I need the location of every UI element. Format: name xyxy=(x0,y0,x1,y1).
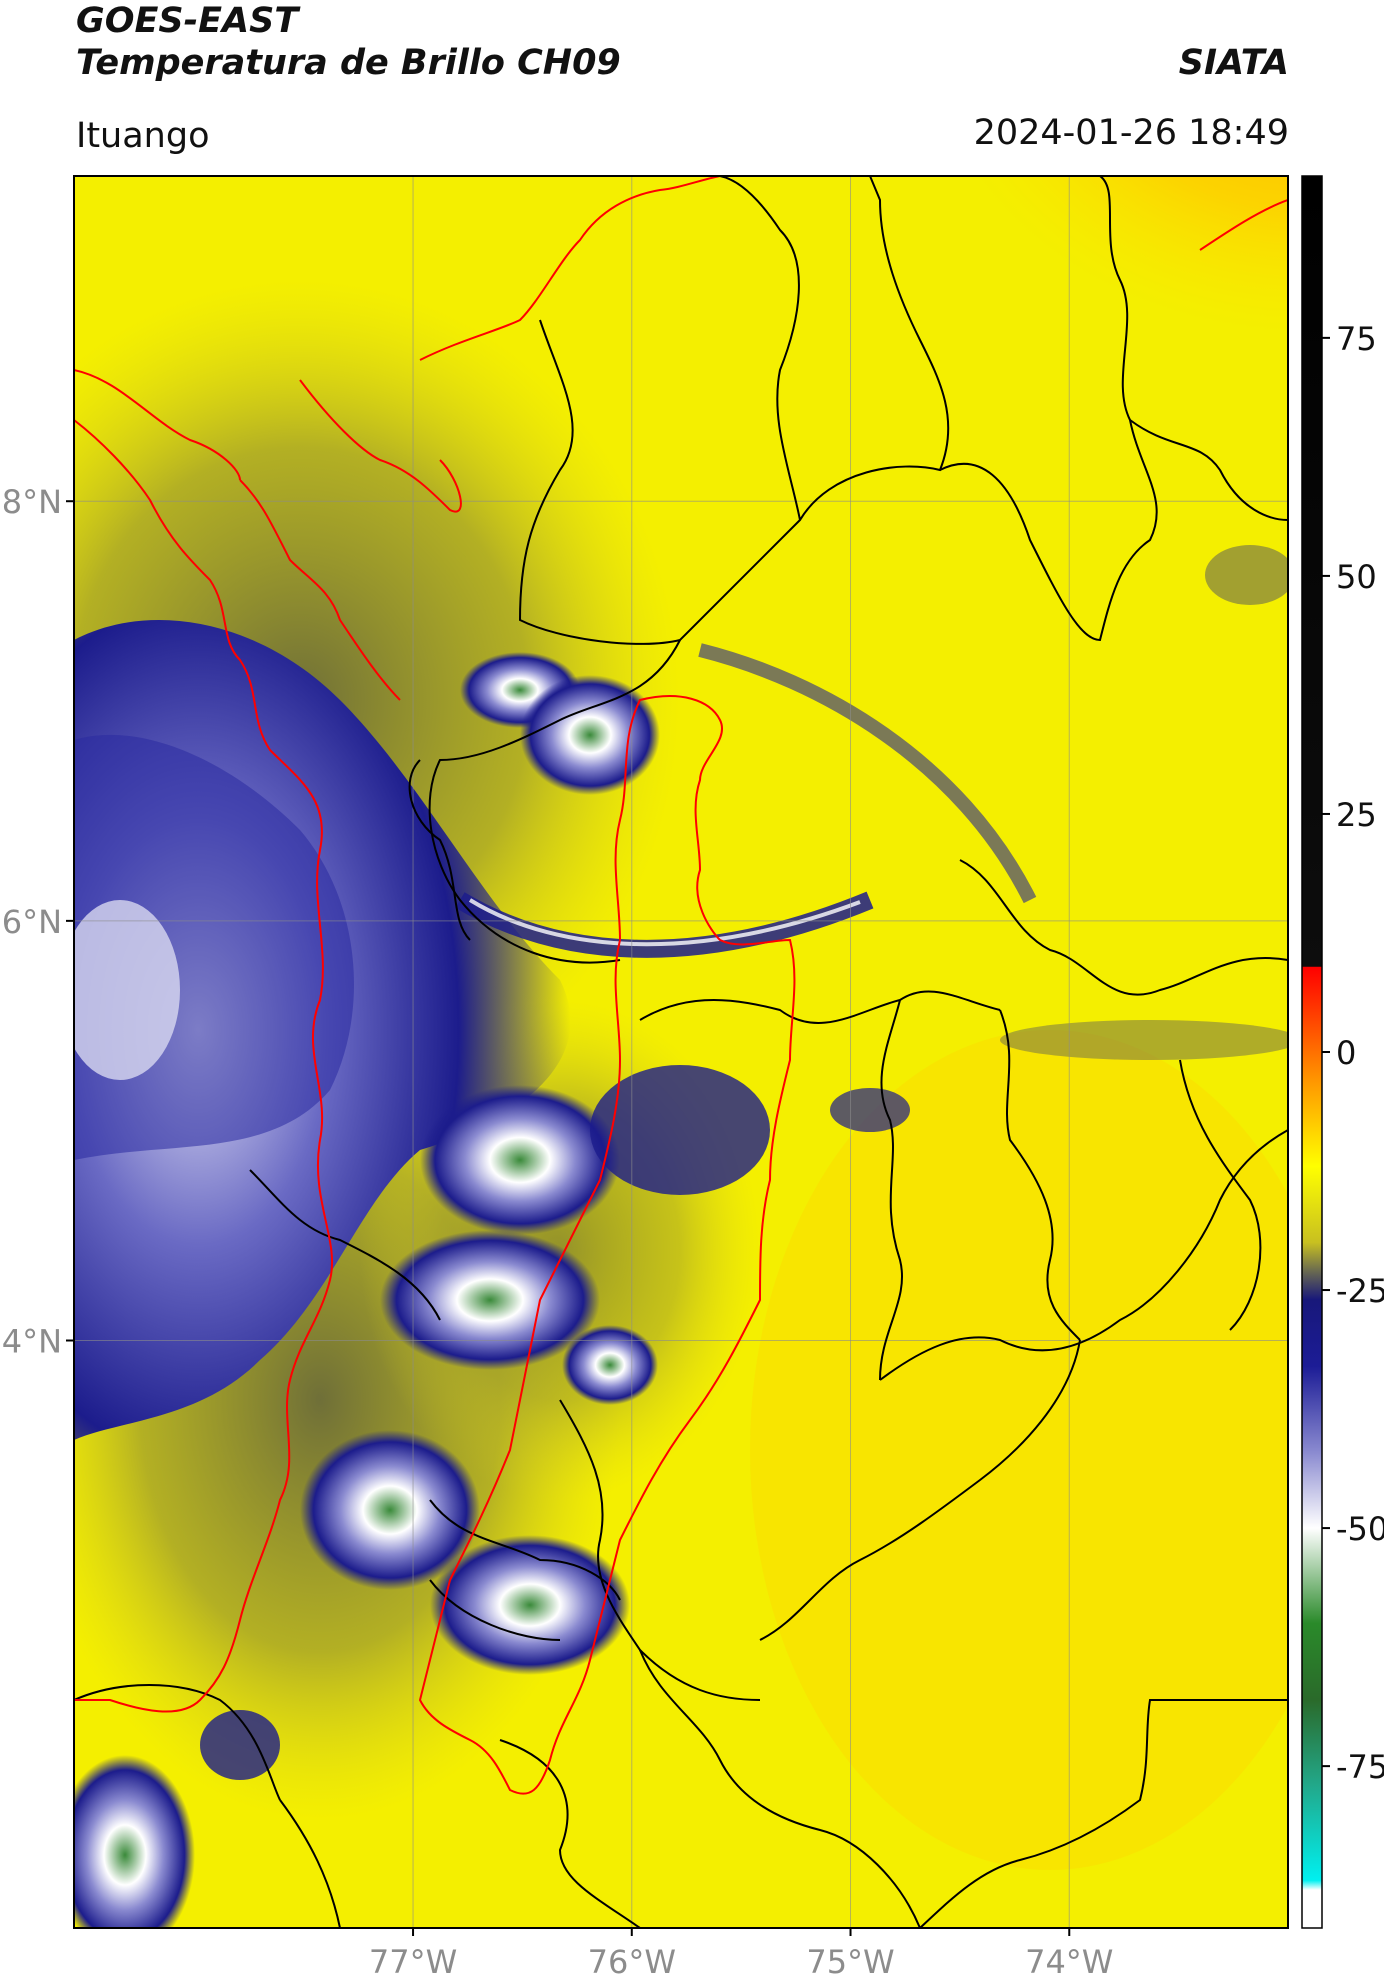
colorbar-tick-label: 25 xyxy=(1336,796,1377,834)
colorbar: 75 50 25 0 -25 -50 -75 xyxy=(1301,175,1384,1929)
colorbar-tick-label: -50 xyxy=(1336,1510,1384,1548)
storm-cell xyxy=(430,1535,630,1675)
warm-region-south xyxy=(750,1030,1288,1870)
cloud-arc xyxy=(455,891,874,958)
colorbar-tick-label: -75 xyxy=(1336,1748,1384,1786)
storm-cell xyxy=(520,675,660,795)
product-satellite: GOES-EAST xyxy=(76,1,299,41)
cloud-arc-inner xyxy=(468,898,861,947)
storm-cell xyxy=(420,1085,620,1235)
lat-tick-label: 4°N xyxy=(2,1323,62,1361)
colorbar-tick-label: 50 xyxy=(1336,558,1377,596)
longitude-axis: 77°W 76°W 75°W 74°W xyxy=(369,1928,1113,1981)
cloud-streak xyxy=(830,1088,910,1132)
organization-label: SIATA xyxy=(1178,43,1289,83)
storm-cell xyxy=(200,1710,280,1780)
warm-region xyxy=(860,176,1288,490)
coastline xyxy=(74,176,1288,1795)
colorbar-tick-label: -25 xyxy=(1336,1272,1384,1310)
lon-tick-label: 75°W xyxy=(806,1943,894,1981)
lon-tick-label: 77°W xyxy=(369,1943,457,1981)
lon-tick-label: 76°W xyxy=(588,1943,676,1981)
latitude-axis: 8°N 6°N 4°N xyxy=(2,483,74,1361)
colorbar-scale xyxy=(1301,175,1323,1929)
cloud-streak xyxy=(1205,545,1288,605)
cloud-bright xyxy=(74,900,180,1080)
storm-cell xyxy=(74,1755,195,1928)
lat-tick-label: 8°N xyxy=(2,483,62,521)
timestamp-label: 2024-01-26 18:49 xyxy=(973,113,1289,153)
colorbar-tick-label: 0 xyxy=(1336,1034,1356,1072)
lat-tick-label: 6°N xyxy=(2,903,62,941)
storm-cell xyxy=(380,1230,600,1370)
map-frame xyxy=(73,175,1289,1929)
storm-cell xyxy=(300,1430,480,1590)
storm-cell xyxy=(590,1065,770,1195)
colorbar-tick-label: 75 xyxy=(1336,320,1377,358)
storm-cell xyxy=(562,1325,658,1405)
cloud-arc-east xyxy=(698,643,1037,904)
cloud-streak xyxy=(1000,1020,1288,1060)
department-borders xyxy=(74,176,1288,1928)
location-label: Ituango xyxy=(76,116,210,156)
product-title: Temperatura de Brillo CH09 xyxy=(76,43,621,83)
gridlines xyxy=(74,176,1288,1928)
lon-tick-label: 74°W xyxy=(1025,1943,1113,1981)
